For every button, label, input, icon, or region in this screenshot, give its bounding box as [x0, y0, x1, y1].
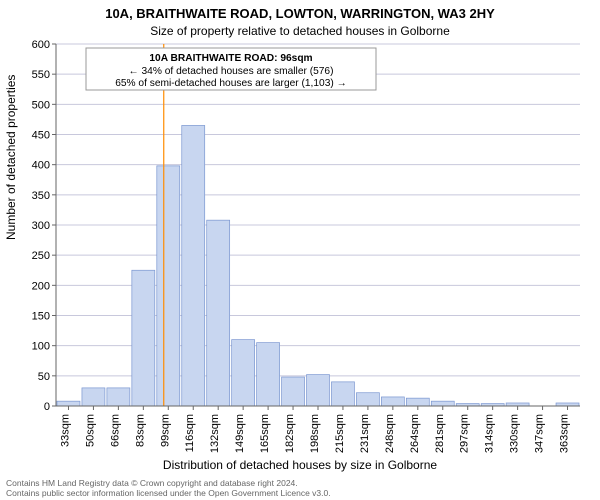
x-tick-label: 165sqm: [259, 414, 271, 453]
histogram-bar: [307, 375, 330, 406]
x-tick-label: 314sqm: [484, 414, 496, 453]
x-tick-label: 83sqm: [134, 414, 146, 447]
y-tick-label: 300: [32, 220, 50, 232]
x-axis-label: Distribution of detached houses by size …: [0, 458, 600, 472]
x-tick-label: 363sqm: [559, 414, 571, 453]
chart-title-main: 10A, BRAITHWAITE ROAD, LOWTON, WARRINGTO…: [0, 6, 600, 21]
plot-area: 05010015020025030035040045050055060033sq…: [56, 44, 580, 406]
attribution-text: Contains HM Land Registry data © Crown c…: [0, 476, 600, 500]
x-tick-label: 116sqm: [184, 414, 196, 452]
attribution-line1: Contains HM Land Registry data © Crown c…: [6, 478, 594, 488]
y-axis-label: Number of detached properties: [4, 75, 18, 240]
histogram-bar: [107, 388, 130, 406]
y-tick-label: 500: [32, 99, 50, 111]
histogram-bar: [406, 398, 429, 406]
y-tick-label: 0: [44, 401, 50, 413]
x-tick-label: 99sqm: [159, 414, 171, 447]
y-tick-label: 100: [32, 341, 50, 353]
histogram-bar: [57, 401, 80, 406]
histogram-bar: [331, 382, 354, 406]
x-tick-label: 215sqm: [334, 414, 346, 453]
y-tick-label: 550: [32, 69, 50, 81]
x-tick-label: 132sqm: [209, 414, 221, 453]
annotation-line1: 10A BRAITHWAITE ROAD: 96sqm: [149, 53, 312, 64]
annotation-line2: ← 34% of detached houses are smaller (57…: [129, 66, 334, 77]
y-tick-label: 600: [32, 39, 50, 51]
histogram-bar: [157, 166, 180, 406]
histogram-bar: [232, 340, 255, 406]
x-tick-label: 149sqm: [234, 414, 246, 453]
histogram-bar: [182, 125, 205, 406]
y-tick-label: 350: [32, 190, 50, 202]
y-tick-label: 200: [32, 280, 50, 292]
plot-svg: 05010015020025030035040045050055060033sq…: [56, 44, 580, 406]
x-tick-label: 330sqm: [509, 414, 521, 453]
x-tick-label: 66sqm: [109, 414, 121, 447]
y-tick-label: 50: [38, 371, 50, 383]
x-tick-label: 297sqm: [459, 414, 471, 453]
histogram-bar: [356, 393, 379, 406]
histogram-bar: [381, 397, 404, 406]
x-tick-label: 347sqm: [534, 414, 546, 453]
attribution-line2: Contains public sector information licen…: [6, 488, 594, 498]
y-tick-label: 150: [32, 311, 50, 323]
y-tick-label: 400: [32, 160, 50, 172]
chart-title-sub: Size of property relative to detached ho…: [0, 24, 600, 38]
histogram-bar: [431, 401, 454, 406]
histogram-bar: [282, 377, 305, 406]
x-tick-label: 264sqm: [409, 414, 421, 453]
histogram-bar: [257, 343, 280, 406]
x-tick-label: 231sqm: [359, 414, 371, 453]
x-tick-label: 182sqm: [284, 414, 296, 453]
histogram-bar: [132, 270, 155, 406]
y-tick-label: 250: [32, 250, 50, 262]
x-tick-label: 248sqm: [384, 414, 396, 453]
y-tick-label: 450: [32, 130, 50, 142]
x-tick-label: 281sqm: [434, 414, 446, 453]
histogram-bar: [207, 220, 230, 406]
x-tick-label: 33sqm: [59, 414, 71, 447]
x-tick-label: 198sqm: [309, 414, 321, 453]
x-tick-label: 50sqm: [84, 414, 96, 447]
annotation-line3: 65% of semi-detached houses are larger (…: [115, 78, 347, 89]
histogram-bar: [82, 388, 105, 406]
